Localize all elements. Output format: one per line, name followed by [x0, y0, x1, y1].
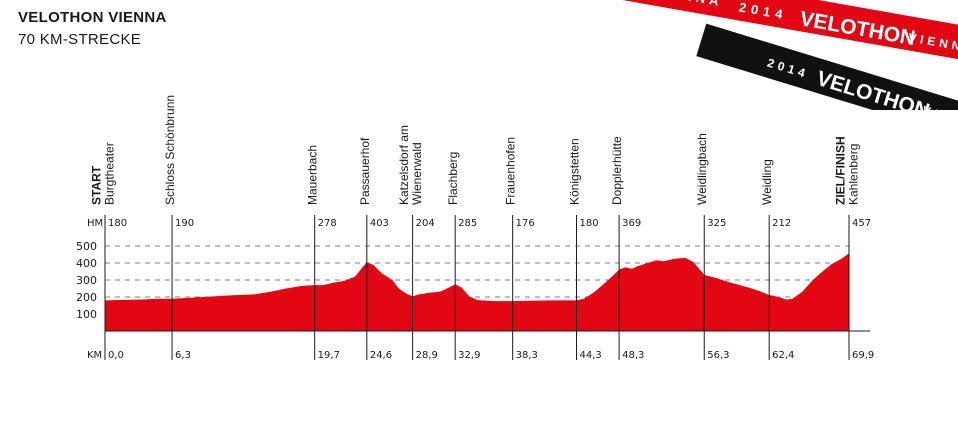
- y-ticks-layer: 100 200 300 400 500: [76, 240, 97, 321]
- y-tick-label: 400: [76, 257, 97, 270]
- stop-prefix-label: ZIEL/FINISH: [834, 136, 848, 205]
- stop-distance-value: 24,6: [370, 350, 392, 361]
- stop-distance-value: 62,4: [772, 350, 794, 361]
- stop-name-label: Mauerbach: [306, 145, 320, 205]
- stop-marker: 180 44,3 Königstetten: [568, 138, 602, 361]
- stop-elevation-value: 285: [458, 218, 477, 229]
- stop-marker: 204 28,9 Katzelsdorf am Wienerwald: [397, 125, 438, 361]
- stop-elevation-value: 204: [416, 218, 435, 229]
- y-tick-label: 200: [76, 291, 97, 304]
- stops-layer: 180 0,0 START Burgtheater 190 6,3 Schloss Schö…: [90, 95, 875, 361]
- stop-marker: 369 48,3 Dopplerhütte: [610, 136, 644, 361]
- stop-distance-value: 48,3: [622, 350, 644, 361]
- elevation-row-label: HM: [87, 218, 103, 229]
- stop-distance-value: 44,3: [580, 350, 602, 361]
- stop-distance-value: 69,9: [852, 350, 874, 361]
- stop-elevation-value: 457: [852, 218, 871, 229]
- stop-elevation-value: 180: [580, 218, 599, 229]
- y-tick-label: 100: [76, 308, 97, 321]
- stop-distance-value: 28,9: [416, 350, 438, 361]
- stop-prefix-label: START: [90, 165, 104, 205]
- stop-name-label: Weidling: [760, 159, 774, 205]
- distance-row-label: KM: [87, 350, 102, 361]
- stop-marker: 457 69,9 ZIEL/FINISH Kahlenberg: [834, 136, 875, 361]
- page-title: VELOTHON VIENNA: [18, 9, 167, 26]
- stop-name-label: Kahlenberg: [847, 144, 861, 205]
- stop-name-label: Schloss Schönbrunn: [163, 95, 177, 205]
- stop-name-label: Wienerwald: [410, 142, 424, 205]
- stop-marker: 285 32,9 Flachberg: [446, 152, 480, 361]
- stop-name-label: Katzelsdorf am: [397, 125, 411, 205]
- banner-black-stripe: [696, 23, 958, 110]
- y-tick-label: 500: [76, 240, 97, 253]
- banner-red-stripe: [618, 0, 958, 73]
- stop-name-label: Burgtheater: [103, 142, 117, 205]
- banner-black-city: VI: [921, 103, 944, 110]
- stop-marker: 325 56,3 Weidlingbach: [695, 133, 729, 361]
- velothon-banner: ENNA 2014 VELOTHON VIENNA 2014 VELOTHON …: [618, 0, 958, 110]
- stop-elevation-value: 180: [108, 218, 127, 229]
- stop-marker: 278 19,7 Mauerbach: [306, 145, 340, 361]
- stop-name-label: Weidlingbach: [695, 133, 709, 205]
- stop-elevation-value: 403: [370, 218, 389, 229]
- elevation-area: [105, 253, 849, 331]
- stop-distance-value: 56,3: [707, 350, 729, 361]
- stop-elevation-value: 190: [175, 218, 194, 229]
- stop-elevation-value: 212: [772, 218, 791, 229]
- stop-elevation-value: 325: [707, 218, 726, 229]
- stop-name-label: Frauenhofen: [504, 137, 518, 205]
- stop-name-label: Flachberg: [446, 152, 460, 205]
- stop-distance-value: 38,3: [516, 350, 538, 361]
- stop-distance-value: 19,7: [318, 350, 340, 361]
- stop-marker: 403 24,6 Passauerhof: [358, 137, 392, 361]
- banner-red-city-left: ENNA: [669, 0, 724, 9]
- stop-distance-value: 32,9: [458, 350, 480, 361]
- stop-marker: 190 6,3 Schloss Schönbrunn: [163, 95, 194, 361]
- stop-elevation-value: 369: [622, 218, 641, 229]
- stop-name-label: Königstetten: [568, 138, 582, 205]
- stop-elevation-value: 176: [516, 218, 535, 229]
- page-subtitle: 70 KM-STRECKE: [18, 31, 142, 48]
- y-tick-label: 300: [76, 274, 97, 287]
- stop-distance-value: 0,0: [108, 350, 124, 361]
- stop-name-label: Dopplerhütte: [610, 136, 624, 205]
- stop-marker: 212 62,4 Weidling: [760, 159, 794, 361]
- stop-elevation-value: 278: [318, 218, 337, 229]
- stop-marker: 176 38,3 Frauenhofen: [504, 137, 538, 361]
- stop-name-label: Passauerhof: [358, 137, 372, 205]
- stop-marker: 180 0,0 START Burgtheater: [90, 142, 128, 361]
- stop-distance-value: 6,3: [175, 350, 191, 361]
